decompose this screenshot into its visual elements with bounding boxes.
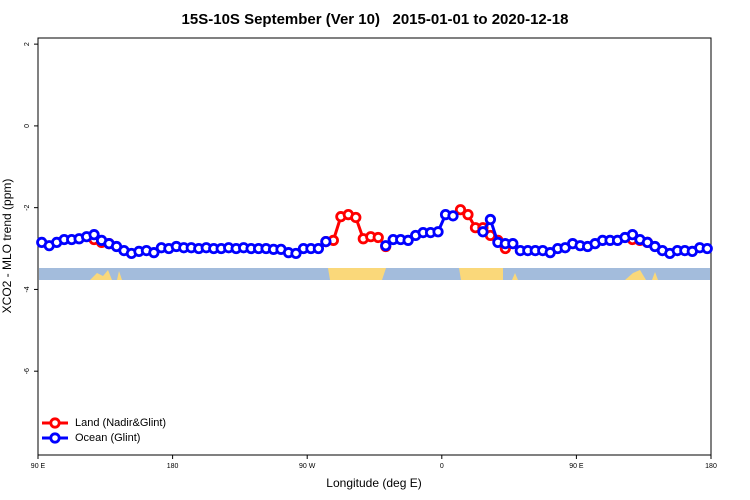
point — [372, 231, 384, 244]
point — [626, 229, 639, 241]
point — [350, 211, 362, 224]
land-strip — [459, 268, 503, 280]
x-tick-label: 180 — [167, 463, 179, 470]
x-tick-label: 90 W — [299, 463, 316, 470]
land-strip — [512, 273, 518, 280]
x-tick-label: 90 E — [569, 463, 584, 470]
y-tick-label: -2 — [24, 204, 31, 210]
y-tick-label: -6 — [24, 368, 31, 374]
y-tick-label: 0 — [24, 124, 31, 128]
point — [477, 226, 489, 238]
point — [432, 226, 444, 238]
x-tick-label: 0 — [440, 463, 444, 470]
point — [312, 242, 325, 255]
point — [380, 240, 392, 252]
x-axis-label: Longitude (deg E) — [326, 476, 421, 490]
point — [88, 229, 100, 241]
y-axis-label: XCO2 - MLO trend (ppm) — [0, 179, 14, 314]
point — [484, 213, 497, 226]
point — [701, 242, 713, 255]
legend-marker — [49, 417, 61, 429]
chart-title: 15S-10S September (Ver 10) 2015-01-01 to… — [182, 11, 569, 28]
x-tick-label: 180 — [705, 463, 717, 470]
point — [454, 204, 467, 216]
x-tick-label: 90 E — [31, 463, 46, 470]
land-strip — [625, 270, 646, 280]
land-strip — [328, 268, 386, 280]
point — [402, 234, 414, 246]
point — [320, 235, 332, 248]
point — [462, 209, 474, 221]
land-strip — [117, 271, 122, 280]
legend-marker — [49, 432, 61, 444]
point — [148, 247, 160, 259]
land-strip — [652, 272, 658, 280]
point — [507, 238, 519, 250]
land-strip — [90, 270, 112, 280]
point — [447, 210, 459, 222]
y-tick-label: -4 — [24, 286, 31, 292]
land-mask — [39, 268, 710, 280]
legend-label: Land (Nadir&Glint) — [75, 417, 166, 429]
y-tick-label: 2 — [24, 42, 31, 46]
legend-label: Ocean (Glint) — [75, 432, 140, 444]
point — [290, 247, 302, 260]
